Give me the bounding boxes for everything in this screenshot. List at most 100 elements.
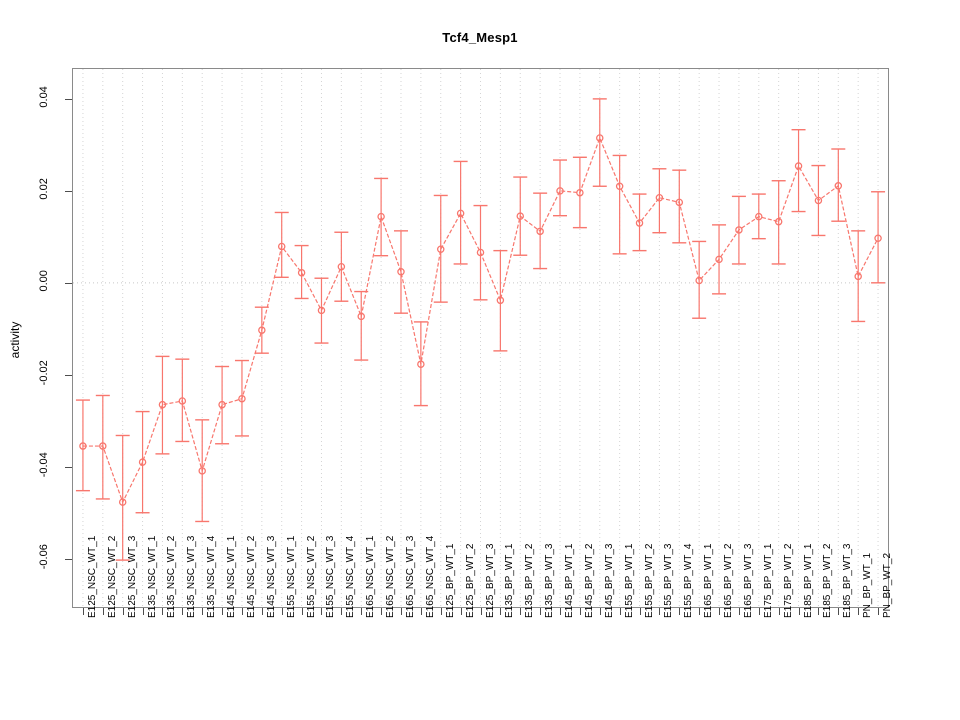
marker-circle [456,209,465,218]
marker-circle [357,312,365,321]
x-tick-mark [261,608,263,615]
marker-circle [655,194,664,202]
data-point [632,193,647,252]
data-point [831,148,846,222]
x-tick-mark [281,608,283,615]
marker-circle [596,134,604,142]
y-tick-mark [65,98,72,100]
marker-circle [258,326,266,334]
x-tick-mark [798,608,800,615]
marker-circle [854,272,862,281]
data-point [692,240,707,319]
data-point [811,164,826,237]
marker-circle [556,187,564,195]
y-tick-mark [65,558,72,560]
data-point [493,249,508,352]
x-tick-mark [202,608,204,615]
data-point [413,321,428,407]
marker-circle [794,162,803,170]
x-tick-mark [560,608,561,615]
x-tick-mark [719,608,721,615]
marker-circle [277,242,286,251]
x-tick-mark [102,608,104,615]
data-point [135,410,150,514]
marker-circle [79,442,87,450]
data-point [374,177,389,257]
x-tick-mark [639,608,641,615]
data-point [75,399,90,492]
series-layer [73,69,888,607]
marker-circle [317,306,326,315]
marker-circle [337,262,346,271]
data-point [553,159,568,217]
marker-circle [735,226,743,234]
x-tick-mark [758,608,760,615]
data-point [354,290,369,361]
plot-area [72,68,889,608]
x-tick-mark [162,608,164,615]
marker-circle [615,182,624,191]
marker-circle [774,217,783,226]
y-tick-mark [65,190,72,192]
data-point [274,211,289,279]
data-point [791,128,806,213]
y-tick-label: -0.06 [38,544,50,570]
data-point [175,358,190,443]
y-tick-mark [65,282,72,284]
x-tick-mark [122,608,124,615]
data-point [592,98,607,187]
marker-circle [536,227,544,236]
data-point [155,355,170,455]
data-point [513,176,528,256]
marker-circle [397,268,405,276]
marker-circle [218,400,226,409]
x-tick-mark [440,608,442,615]
marker-circle [496,296,505,305]
data-point [473,204,488,301]
marker-circle [178,397,187,405]
marker-circle [377,212,385,221]
marker-circle [476,248,485,257]
x-tick-mark [579,608,581,615]
x-tick-mark [341,608,343,615]
marker-circle [158,400,167,409]
data-point [771,180,786,265]
x-tick-mark [818,608,820,615]
x-tick-mark [142,608,144,615]
data-point [533,192,548,270]
y-tick-label: 0.00 [38,270,50,292]
data-point [652,168,667,234]
y-tick-label: 0.02 [38,178,50,200]
y-tick-label: 0.04 [38,86,50,108]
x-tick-mark [540,608,542,615]
x-tick-mark [500,608,502,615]
x-tick-mark [738,608,740,615]
data-point [115,434,130,561]
x-tick-mark [381,608,383,615]
marker-circle [118,498,127,506]
marker-circle [695,276,703,285]
marker-circle [297,268,306,277]
x-tick-mark [619,608,621,615]
marker-circle [138,458,147,466]
marker-circle [755,212,763,221]
x-tick-mark [520,608,522,615]
data-point [871,191,886,284]
marker-circle [576,188,584,197]
x-tick-mark [222,608,224,615]
data-point [453,160,468,265]
x-tick-mark [241,608,243,615]
page-title: Tcf4_Mesp1 [442,30,518,45]
x-tick-mark [82,608,84,615]
x-tick-mark [699,608,701,615]
x-tick-mark [599,608,601,615]
data-point [334,231,349,302]
x-tick-mark [361,608,363,615]
x-tick-mark [679,608,681,615]
data-point [612,154,627,255]
marker-circle [516,212,525,220]
x-tick-mark [659,608,661,615]
x-tick-mark [420,608,422,615]
x-tick-mark [480,608,482,615]
